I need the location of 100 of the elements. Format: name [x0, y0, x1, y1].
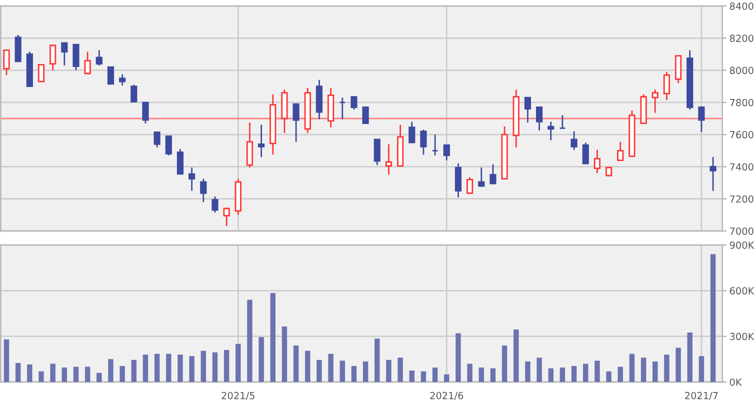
bar — [73, 366, 79, 382]
y-tick-label: 8400 — [730, 2, 754, 10]
bar — [282, 326, 288, 382]
bar — [120, 366, 125, 382]
bar — [50, 364, 56, 382]
bar — [316, 360, 322, 382]
candlestick — [698, 106, 705, 133]
bar — [166, 354, 172, 382]
bar — [420, 371, 426, 382]
bar — [629, 354, 635, 382]
bar — [4, 339, 10, 382]
candlestick — [490, 164, 496, 184]
bar — [178, 354, 183, 382]
bar — [27, 364, 32, 382]
bar — [258, 337, 264, 382]
y-tick-label: 0K — [730, 378, 742, 386]
candlestick — [617, 141, 624, 161]
bar — [362, 361, 368, 382]
candlestick — [420, 129, 427, 156]
bar — [398, 358, 403, 382]
bar — [15, 362, 21, 382]
bar — [432, 368, 438, 382]
bar — [514, 329, 519, 382]
y-tick-label: 7200 — [730, 195, 754, 203]
candlestick — [710, 156, 716, 192]
candlestick — [663, 71, 670, 101]
bar — [212, 352, 218, 382]
candlestick — [408, 121, 416, 144]
candlestick — [605, 166, 612, 178]
y-tick-label: 300K — [730, 332, 754, 340]
x-tick-label: 2021/7 — [685, 392, 718, 400]
candlestick — [72, 44, 80, 71]
candlestick — [594, 149, 601, 174]
y-tick-label: 7600 — [730, 131, 754, 138]
bar — [189, 356, 194, 382]
candlestick — [339, 96, 346, 120]
bar — [618, 366, 623, 382]
candlestick — [142, 102, 149, 124]
x-tick-label: 2021/5 — [222, 392, 254, 400]
y-tick-label: 8200 — [730, 34, 754, 42]
candlestick — [38, 64, 45, 82]
candlestick — [385, 144, 392, 176]
bar — [270, 292, 276, 382]
bar — [490, 368, 496, 382]
candlestick — [107, 66, 114, 85]
y-tick-label: 7400 — [730, 163, 754, 171]
y-tick-label: 8000 — [730, 66, 754, 74]
bar — [525, 361, 530, 382]
bar — [409, 370, 414, 382]
candlestick — [432, 134, 438, 156]
y-tick-label: 7800 — [730, 98, 754, 106]
bar — [131, 360, 137, 382]
y-tick-label: 7000 — [730, 227, 754, 235]
candlestick — [50, 44, 56, 71]
candlestick — [223, 208, 230, 227]
candlestick — [119, 74, 126, 86]
candlestick — [559, 114, 566, 129]
bar — [293, 345, 299, 382]
bar — [328, 354, 334, 382]
bar — [560, 368, 566, 382]
bar — [594, 360, 600, 382]
bar — [444, 374, 450, 382]
bar — [96, 372, 102, 382]
candlestick — [200, 178, 207, 203]
bar — [478, 368, 484, 382]
candlestick — [374, 138, 380, 166]
bar — [154, 354, 160, 382]
candlestick — [84, 51, 91, 74]
candlestick — [582, 142, 589, 164]
candlestick — [548, 121, 554, 141]
bar — [536, 358, 542, 382]
bar — [62, 368, 68, 382]
x-tick-label: 2021/6 — [430, 392, 464, 400]
bar — [305, 350, 310, 382]
candlestick — [188, 166, 196, 192]
candlestick — [674, 55, 682, 84]
bar — [108, 359, 114, 382]
candlestick — [3, 50, 10, 76]
bar — [640, 358, 646, 382]
bar — [340, 360, 345, 382]
bar — [351, 366, 357, 382]
candlestick — [246, 122, 254, 168]
candlestick — [524, 96, 532, 124]
bar — [224, 350, 230, 382]
bar — [236, 344, 241, 382]
candlestick — [536, 106, 543, 132]
bar — [710, 254, 716, 382]
candlestick — [258, 124, 265, 158]
bar — [606, 371, 612, 382]
bar — [247, 300, 252, 382]
candlestick — [61, 42, 68, 66]
bar — [374, 338, 380, 382]
candlestick — [478, 166, 485, 188]
candlestick — [130, 84, 138, 102]
bar — [502, 345, 508, 382]
bar — [698, 356, 704, 382]
bar — [467, 364, 472, 382]
y-tick-label: 600K — [730, 287, 754, 294]
bar — [687, 332, 692, 382]
bar — [548, 368, 554, 382]
